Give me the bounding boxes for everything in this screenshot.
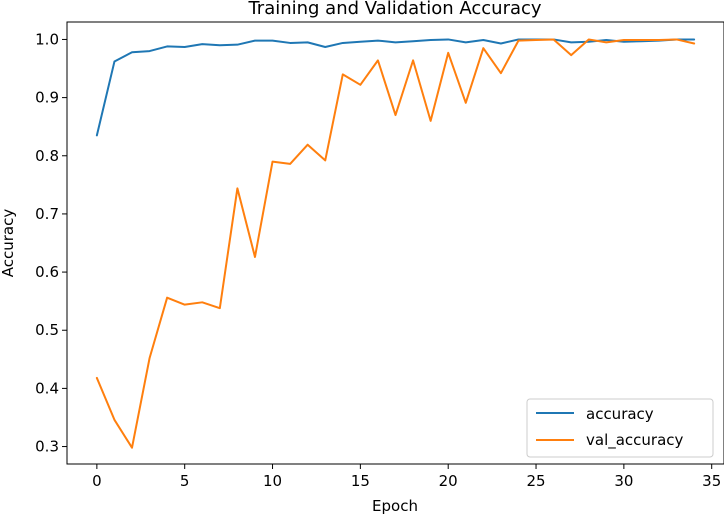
y-axis-title: Accuracy <box>0 209 17 278</box>
y-tick-label: 0.6 <box>35 263 59 281</box>
y-axis-ticks: 0.3 0.4 0.5 0.6 0.7 0.8 0.9 1.0 <box>35 30 67 456</box>
y-tick-label: 0.8 <box>35 147 59 165</box>
plot-frame <box>66 21 724 465</box>
y-tick-label: 0.5 <box>35 321 59 339</box>
legend-label-val-accuracy: val_accuracy <box>586 431 684 450</box>
chart-title: Training and Validation Accuracy <box>247 0 541 19</box>
y-tick-label: 0.4 <box>35 379 59 397</box>
x-tick-label: 30 <box>614 472 633 490</box>
plot-series <box>95 38 696 449</box>
x-tick-label: 0 <box>92 472 102 490</box>
legend: accuracy val_accuracy <box>526 398 714 458</box>
x-axis-ticks: 0 5 10 15 20 25 30 35 <box>92 464 721 490</box>
x-tick-label: 35 <box>702 472 721 490</box>
x-tick-label: 15 <box>351 472 370 490</box>
y-tick-label: 0.3 <box>35 438 59 456</box>
x-tick-label: 20 <box>439 472 458 490</box>
x-tick-label: 25 <box>526 472 545 490</box>
y-tick-label: 0.7 <box>35 205 59 223</box>
series-line-val-accuracy <box>95 38 696 449</box>
y-tick-label: 0.9 <box>35 89 59 107</box>
y-tick-label: 1.0 <box>35 30 59 48</box>
legend-label-accuracy: accuracy <box>586 405 654 423</box>
x-tick-label: 5 <box>180 472 190 490</box>
x-axis-title: Epoch <box>372 497 418 515</box>
x-tick-label: 10 <box>263 472 282 490</box>
series-line-accuracy <box>95 38 696 137</box>
